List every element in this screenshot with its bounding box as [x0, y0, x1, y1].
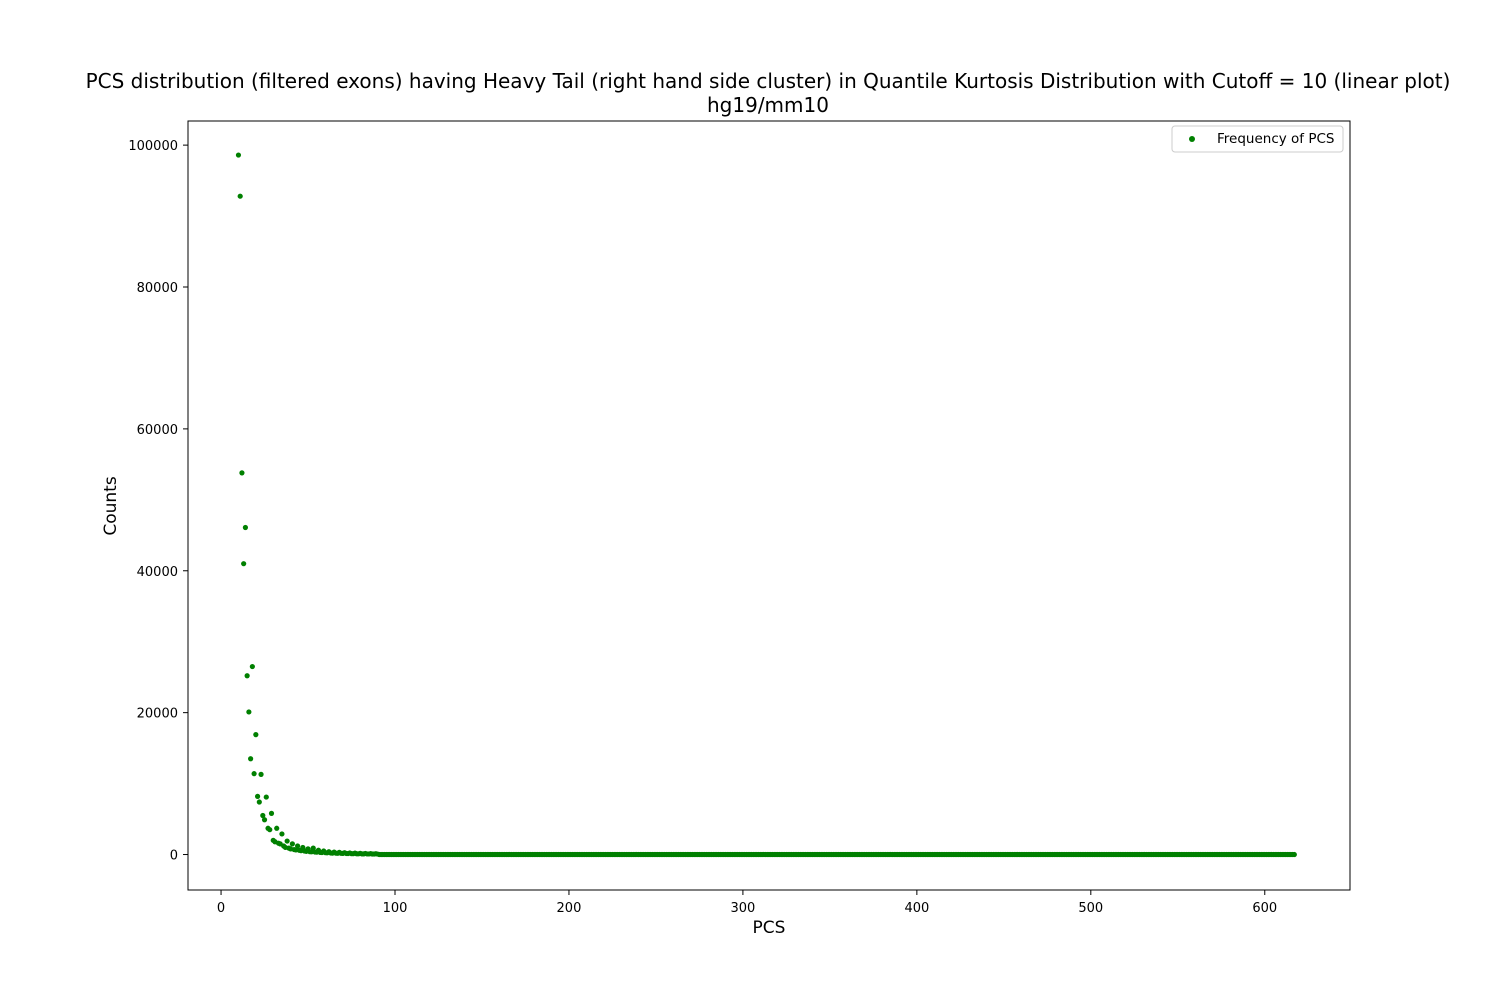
y-tick-label: 100000 — [128, 139, 178, 154]
legend-marker — [1189, 136, 1195, 142]
data-point — [310, 845, 316, 851]
data-point — [239, 470, 245, 476]
legend-box — [1171, 125, 1344, 153]
y-tick-label: 20000 — [137, 707, 178, 722]
data-point — [248, 756, 254, 762]
plot-area-frame — [187, 120, 1351, 891]
data-point — [289, 841, 295, 847]
data-point — [241, 561, 247, 567]
chart-title: PCS distribution (filtered exons) having… — [86, 69, 1451, 93]
data-point — [294, 843, 301, 849]
chart-subtitle: hg19/mm10 — [707, 93, 829, 117]
x-tick-label: 500 — [1078, 901, 1103, 916]
y-axis-label: Counts — [101, 476, 121, 535]
data-point — [279, 831, 285, 837]
x-tick-label: 300 — [730, 901, 755, 916]
x-tick-label: 100 — [383, 901, 408, 916]
data-point — [237, 193, 243, 199]
data-point — [242, 524, 248, 531]
legend-entry-label: Frequency of PCS — [1217, 131, 1334, 147]
x-axis-ticks: 0 100 200 300 400 500 600 — [217, 890, 1277, 916]
data-point — [251, 771, 257, 777]
data-point — [244, 673, 250, 679]
data-point — [284, 838, 290, 844]
data-point — [1291, 851, 1297, 858]
y-tick-label: 0 — [170, 849, 178, 864]
data-point — [268, 810, 275, 816]
data-points — [235, 152, 1297, 858]
data-point — [246, 709, 252, 715]
data-point — [254, 793, 261, 799]
data-point — [260, 812, 266, 819]
data-point — [267, 827, 273, 833]
x-tick-label: 400 — [904, 901, 929, 916]
data-point — [274, 825, 280, 831]
y-tick-label: 80000 — [137, 281, 178, 296]
x-axis-label: PCS — [753, 918, 786, 938]
x-tick-label: 0 — [217, 901, 225, 916]
data-point — [253, 732, 259, 738]
data-point — [249, 663, 255, 670]
y-tick-label: 40000 — [137, 565, 178, 580]
data-point — [235, 152, 242, 158]
y-tick-label: 60000 — [137, 423, 178, 438]
data-point — [261, 817, 268, 823]
y-axis-ticks: 0 20000 40000 60000 80000 100000 — [128, 139, 188, 864]
data-point — [256, 799, 262, 805]
data-point — [263, 794, 269, 800]
x-tick-label: 600 — [1252, 901, 1277, 916]
legend: Frequency of PCS — [1171, 125, 1344, 153]
data-point — [258, 771, 264, 777]
x-tick-label: 200 — [557, 901, 582, 916]
